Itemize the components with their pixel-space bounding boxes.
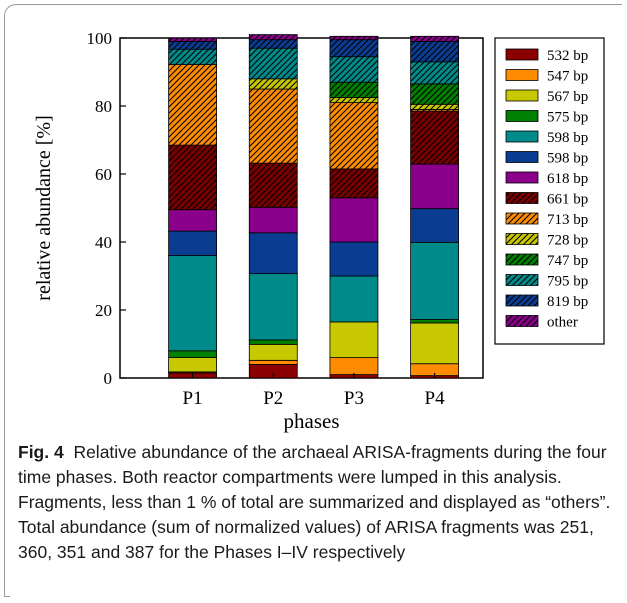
bar-segment — [329, 168, 379, 199]
bar-segment — [168, 48, 218, 65]
frame-bottom-rule — [4, 596, 10, 597]
bar-segment — [410, 208, 460, 243]
legend-entry: 532 bp — [547, 48, 588, 64]
bar-segment — [329, 321, 379, 358]
legend-swatch — [505, 253, 539, 266]
y-tick-label: 100 — [87, 29, 113, 48]
y-axis-label: relative abundance [%] — [33, 115, 55, 300]
bar-segment — [168, 64, 218, 146]
bar-segment — [168, 350, 218, 358]
legend-entry: 598 bp — [547, 130, 588, 146]
bar-segment — [248, 47, 298, 80]
y-tick-label: 0 — [104, 369, 113, 388]
bar-segment — [248, 206, 298, 234]
legend-swatch — [505, 294, 539, 307]
bar-segment — [410, 41, 460, 63]
legend-entry: 795 bp — [547, 274, 588, 290]
bar-segment — [410, 322, 460, 365]
bar-segment — [329, 241, 379, 277]
legend-entry: 819 bp — [547, 294, 588, 310]
bar-segment — [410, 110, 460, 165]
x-axis-label: phases — [284, 409, 340, 433]
bar-segment — [248, 273, 298, 341]
caption-text: Relative abundance of the archaeal ARISA… — [18, 442, 611, 562]
legend-box — [494, 37, 605, 345]
legend-swatch — [505, 212, 539, 225]
legend-swatch — [505, 130, 539, 143]
bar-segment — [410, 83, 460, 105]
y-tick-label: 20 — [95, 301, 112, 320]
bar-segment — [248, 162, 298, 208]
plot-area-frame — [119, 37, 484, 379]
x-tick-label: P3 — [344, 388, 364, 409]
legend-entry: 598 bp — [547, 151, 588, 167]
legend-swatch — [505, 315, 539, 327]
bar-segment — [168, 357, 218, 373]
legend-entry: 747 bp — [547, 253, 588, 269]
bar-segment — [410, 35, 460, 42]
bar-segment — [329, 81, 379, 98]
bar-segment — [248, 78, 298, 90]
legend-entry: 618 bp — [547, 171, 588, 187]
legend-swatch — [505, 192, 539, 204]
bar-segment — [248, 88, 298, 164]
legend-swatch — [505, 274, 539, 286]
legend-entry: 547 bp — [547, 69, 588, 85]
legend-entry: 713 bp — [547, 212, 588, 228]
bar-segment — [248, 339, 298, 345]
legend-swatch — [505, 110, 539, 122]
legend-entry: 575 bp — [547, 110, 588, 126]
bar-segment — [168, 144, 218, 211]
bar-segment — [168, 37, 218, 42]
legend-entry: 661 bp — [547, 192, 588, 208]
legend-swatch — [505, 89, 539, 102]
bar-segment — [410, 103, 460, 110]
bar-segment — [329, 102, 379, 170]
bar-segment — [248, 343, 298, 361]
bar-segment — [410, 241, 460, 320]
figure-caption: Fig. 4 Relative abundance of the archaea… — [18, 440, 614, 565]
bar-segment — [329, 39, 379, 58]
bar-segment — [168, 209, 218, 232]
bar-segment — [329, 275, 379, 323]
x-tick-label: P2 — [263, 388, 283, 409]
caption-label: Fig. 4 — [18, 442, 64, 462]
bar-segment — [248, 359, 298, 365]
y-tick-label: 80 — [95, 97, 112, 116]
bar-segment — [329, 35, 379, 41]
legend-entry: 567 bp — [547, 89, 588, 105]
bar-segment — [248, 34, 298, 41]
legend-swatch — [505, 151, 539, 163]
bar-segment — [168, 255, 218, 352]
bar-segment — [329, 56, 379, 83]
legend-swatch — [505, 48, 539, 61]
legend-swatch — [505, 69, 539, 81]
legend-entry: other — [547, 315, 578, 331]
stacked-bar-chart: 0 20 40 60 80 100 relative abundance [%] P1 P2 P3… — [33, 29, 605, 433]
bar-segment — [168, 230, 218, 256]
y-tick-label: 60 — [95, 165, 112, 184]
bar-segment — [248, 39, 298, 49]
bar-segment — [410, 61, 460, 85]
legend-swatch — [505, 171, 539, 184]
bar-segment — [168, 41, 218, 50]
figure-frame — [4, 4, 622, 596]
bar-segment — [410, 163, 460, 210]
x-tick-label: P4 — [425, 388, 446, 409]
bar-segment — [329, 97, 379, 103]
y-tick-label: 40 — [95, 233, 112, 252]
x-tick-label: P1 — [183, 388, 203, 409]
bar-segment — [248, 232, 298, 275]
bar-segment — [329, 357, 379, 376]
legend-entry: 728 bp — [547, 233, 588, 249]
legend-swatch — [505, 233, 539, 245]
bar-segment — [329, 197, 379, 243]
bar-segment — [410, 319, 460, 324]
